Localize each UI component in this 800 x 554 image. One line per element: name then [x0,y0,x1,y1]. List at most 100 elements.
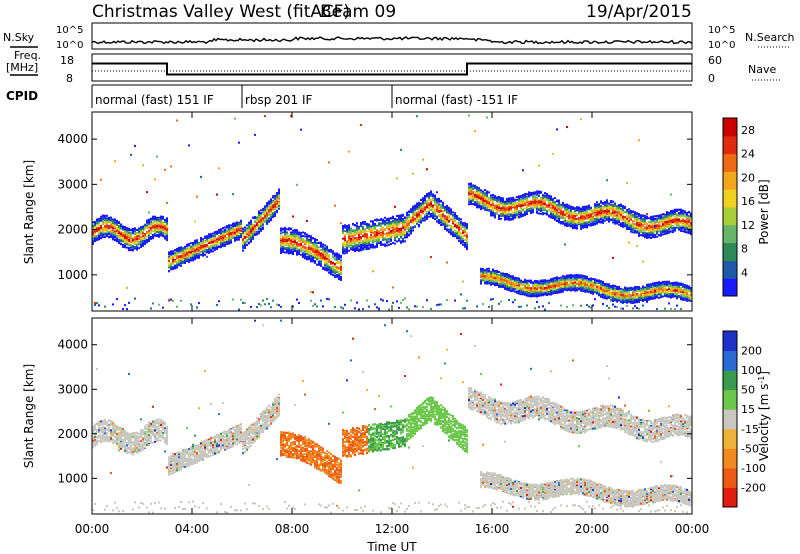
echo-cell [410,230,412,233]
echo-cell [326,250,328,253]
echo-cell [214,233,216,236]
echo-cell [134,236,136,239]
echo-cell [298,302,300,305]
echo-cell [252,236,254,239]
echo-cell [98,233,100,236]
echo-cell [474,202,476,205]
echo-cell [160,230,162,233]
echo-cell [136,244,138,247]
echo-cell [104,232,106,235]
echo-cell [284,248,286,251]
echo-cell [224,234,226,237]
echo-cell [102,216,104,219]
echo-cell [408,227,410,230]
echo-cell [146,191,148,194]
echo-cell [120,223,122,226]
echo-cell [272,204,274,207]
echo-cell [400,227,402,230]
echo-cell [150,225,152,228]
echo-cell [454,299,456,302]
echo-cell [474,190,476,193]
echo-cell [266,202,268,205]
echo-cell [242,239,244,242]
echo-cell [186,255,188,258]
echo-cell [282,249,284,252]
echo-cell [364,223,366,226]
echo-cell [342,242,344,245]
echo-cell [366,299,368,302]
echo-cell [502,203,504,206]
echo-cell [424,219,426,222]
echo-cell [264,211,266,214]
echo-cell [244,242,246,245]
echo-cell [316,255,318,258]
echo-cell [304,256,306,259]
echo-cell [146,238,148,241]
echo-cell [400,236,402,239]
echo-cell [348,235,350,238]
echo-cell [152,217,154,220]
echo-cell [390,217,392,220]
echo-cell [380,224,382,227]
echo-cell [312,257,314,260]
echo-cell [98,237,100,240]
echo-cell [208,245,210,248]
echo-cell [416,115,418,118]
echo-cell [258,231,260,234]
echo-cell [226,231,228,234]
echo-cell [398,224,400,227]
echo-cell [284,226,286,229]
echo-cell [150,230,152,233]
echo-cell [98,217,100,220]
echo-cell [140,228,142,231]
echo-cell [302,245,304,248]
echo-cell [496,273,498,276]
echo-cell [310,238,312,241]
frequency-panel-frame [91,53,693,82]
echo-cell [498,273,500,276]
echo-cell [98,229,100,232]
echo-cell [126,236,128,239]
echo-cell [128,240,130,243]
echo-cell [492,279,494,282]
echo-cell [216,248,218,251]
echo-cell [372,231,374,234]
echo-cell [200,250,202,253]
echo-cell [178,250,180,253]
echo-cell [320,264,322,267]
echo-cell [332,273,334,276]
echo-cell [310,241,312,244]
echo-cell [210,245,212,248]
echo-cell [214,246,216,249]
echo-cell [270,204,272,207]
echo-cell [258,218,260,221]
echo-cell [116,232,118,235]
echo-cell [354,247,356,250]
echo-cell [482,303,484,306]
echo-cell [198,251,200,254]
echo-cell [110,235,112,238]
echo-cell [290,227,292,230]
echo-cell [492,276,494,279]
echo-cell [308,243,310,246]
echo-cell [250,238,252,241]
echo-cell [164,225,166,228]
echo-cell [298,243,300,246]
echo-cell [184,252,186,255]
echo-cell [352,223,354,226]
echo-cell [418,208,420,211]
echo-cell [290,239,292,242]
echo-cell [152,215,154,218]
echo-cell [404,228,406,231]
echo-cell [116,235,118,238]
plot-title: Christmas Valley West (fitACF) [92,2,350,22]
echo-cell [294,241,296,244]
echo-cell [256,220,258,223]
echo-cell [358,241,360,244]
echo-cell [202,240,204,243]
echo-cell [126,240,128,243]
echo-cell [312,258,314,261]
echo-cell [106,224,108,227]
echo-cell [372,226,374,229]
echo-cell [322,251,324,254]
